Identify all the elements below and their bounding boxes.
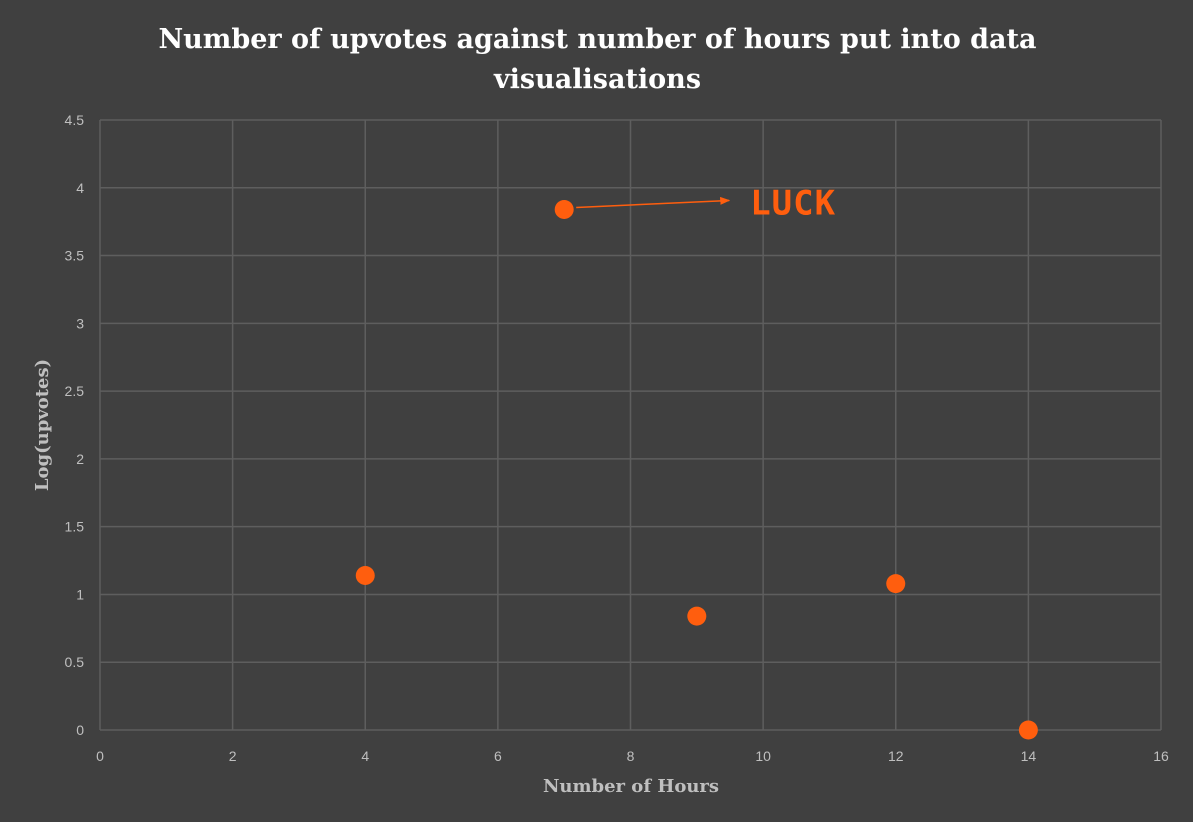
annotation-group: LUCK xyxy=(576,183,836,223)
x-tick-label: 4 xyxy=(361,748,369,764)
y-axis-title: Log(upvotes) xyxy=(32,359,53,491)
y-tick-label: 3.5 xyxy=(65,248,85,264)
x-tick-label: 12 xyxy=(888,748,904,764)
data-point xyxy=(1018,720,1038,740)
annotation-label: LUCK xyxy=(750,183,836,223)
y-tick-label: 0 xyxy=(76,722,84,738)
x-tick-label: 2 xyxy=(229,748,237,764)
grid-lines xyxy=(99,119,1162,731)
data-point xyxy=(886,574,906,594)
annotation-arrow xyxy=(576,196,731,209)
y-tick-label: 4 xyxy=(76,180,84,196)
y-tick-label: 1.5 xyxy=(65,519,85,535)
x-tick-label: 8 xyxy=(627,748,635,764)
data-point xyxy=(554,199,574,219)
y-tick-label: 2 xyxy=(76,451,84,467)
y-tick-label: 0.5 xyxy=(65,654,85,670)
y-tick-label: 3 xyxy=(76,315,84,331)
x-tick-label: 16 xyxy=(1153,748,1169,764)
data-point xyxy=(355,565,375,585)
tick-labels: 0 0.5 1 1.5 2 2.5 3 3.5 4 4.5 0 2 4 6 8 10 12 14 16 xyxy=(65,112,1169,764)
x-tick-label: 10 xyxy=(755,748,771,764)
y-tick-label: 1 xyxy=(76,586,84,602)
x-axis-title: Number of Hours xyxy=(543,776,719,797)
data-point xyxy=(687,606,707,626)
x-tick-label: 0 xyxy=(96,748,104,764)
x-tick-label: 14 xyxy=(1021,748,1037,764)
data-points xyxy=(355,199,1038,740)
y-tick-label: 4.5 xyxy=(65,112,85,128)
x-tick-label: 6 xyxy=(494,748,502,764)
chart-title: Number of upvotes against number of hour… xyxy=(158,24,1037,95)
y-tick-label: 2.5 xyxy=(65,383,85,399)
